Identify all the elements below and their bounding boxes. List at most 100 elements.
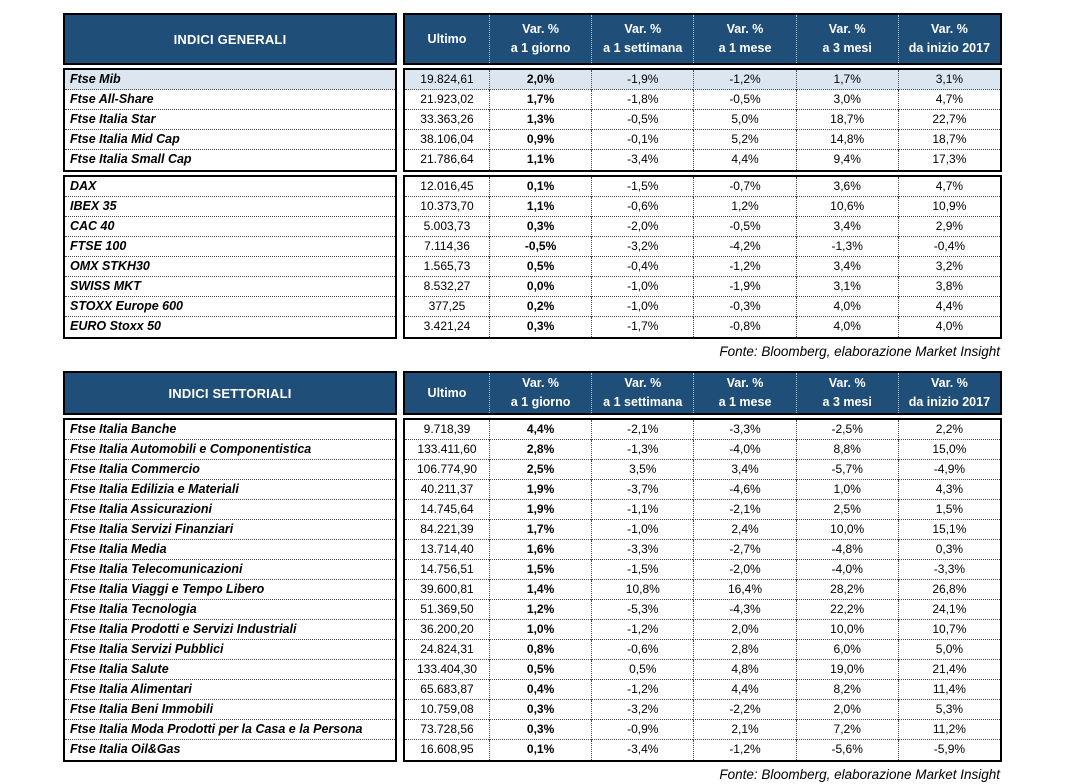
- column-header-sublabel: a 1 settimana: [603, 41, 683, 55]
- cell-var: 2,0%: [489, 70, 592, 90]
- numeric-column-headers: Ultimo Var. % a 1 giorno Var. % a 1 settim…: [403, 13, 1002, 65]
- cell-var: -5,9%: [897, 740, 1000, 760]
- cell-var: 21,4%: [897, 660, 1000, 680]
- cell-var: -3,3%: [693, 420, 796, 440]
- cell-var: -2,7%: [693, 540, 796, 560]
- cell-var: 2,5%: [489, 460, 592, 480]
- cell-var: 1,9%: [489, 500, 592, 520]
- cell-var: -4,2%: [693, 237, 796, 257]
- cell-ultimo: 39.600,81: [405, 580, 489, 600]
- cell-var: -3,4%: [591, 740, 693, 760]
- column-header-ultimo: Ultimo: [405, 15, 489, 63]
- cell-ultimo: 84.221,39: [405, 520, 489, 540]
- cell-var: 1,1%: [489, 197, 592, 217]
- table-block: Ftse Mib Ftse All-Share Ftse Italia Star Ft…: [63, 68, 1002, 172]
- cell-ultimo: 33.363,26: [405, 110, 489, 130]
- cell-var: 1,7%: [489, 90, 592, 110]
- cell-var: -1,2%: [693, 257, 796, 277]
- table-indici-settoriali: INDICI SETTORIALI Ultimo Var. % a 1 giorn…: [63, 371, 1002, 784]
- column-header-label: Var. %: [930, 376, 968, 391]
- table-title: INDICI SETTORIALI: [63, 371, 397, 415]
- cell-var: 0,3%: [897, 540, 1000, 560]
- cell-var: 1,3%: [489, 110, 592, 130]
- cell-var: 4,0%: [795, 297, 898, 317]
- column-header-label: Var. %: [624, 22, 662, 37]
- row-label: Ftse Italia Prodotti e Servizi Industria…: [65, 620, 395, 640]
- cell-var: 17,3%: [897, 150, 1000, 170]
- cell-var: 10,0%: [795, 620, 898, 640]
- cell-var: 3,0%: [795, 90, 898, 110]
- cell-ultimo: 24.824,31: [405, 640, 489, 660]
- cell-ultimo: 10.373,70: [405, 197, 489, 217]
- cell-var: 8,2%: [795, 680, 898, 700]
- numeric-column-headers: Ultimo Var. % a 1 giorno Var. % a 1 settim…: [403, 371, 1002, 415]
- values-grid: 19.824,61 2,0% -1,9% -1,2% 1,7% 3,1% 21.923,02…: [403, 68, 1002, 172]
- row-label: Ftse Italia Servizi Finanziari: [65, 520, 395, 540]
- cell-var: -1,1%: [591, 500, 694, 520]
- column-header-var-1-giorno: Var. % a 1 giorno: [489, 15, 591, 63]
- cell-var: 0,9%: [489, 130, 592, 150]
- cell-var: 3,4%: [795, 257, 898, 277]
- cell-var: 0,1%: [489, 740, 591, 760]
- cell-var: 26,8%: [897, 580, 1000, 600]
- cell-var: 22,2%: [795, 600, 898, 620]
- cell-var: -1,0%: [591, 277, 694, 297]
- cell-var: 6,0%: [795, 640, 898, 660]
- column-header-sublabel: a 1 giorno: [510, 395, 571, 409]
- cell-var: -2,0%: [693, 560, 796, 580]
- cell-var: -2,2%: [693, 700, 796, 720]
- row-label: Ftse Italia Viaggi e Tempo Libero: [65, 580, 395, 600]
- cell-var: 11,2%: [897, 720, 1000, 740]
- row-label: Ftse Mib: [65, 70, 395, 90]
- cell-var: 2,0%: [795, 700, 898, 720]
- row-label: CAC 40: [65, 217, 395, 237]
- cell-var: 1,9%: [489, 480, 592, 500]
- cell-var: 5,0%: [693, 110, 796, 130]
- cell-var: 0,3%: [489, 720, 592, 740]
- cell-ultimo: 16.608,95: [420, 742, 474, 756]
- cell-ultimo: 19.824,61: [405, 70, 489, 90]
- cell-var: 0,4%: [489, 680, 592, 700]
- column-header-label: Var. %: [828, 376, 866, 391]
- table-header-row: INDICI GENERALI Ultimo Var. % a 1 giorno …: [63, 13, 1002, 65]
- cell-var: 4,0%: [897, 317, 1000, 337]
- cell-var: -0,1%: [591, 130, 694, 150]
- column-header-sublabel: a 3 mesi: [822, 41, 872, 55]
- cell-var: -1,3%: [795, 237, 898, 257]
- cell-var: 1,4%: [489, 580, 592, 600]
- cell-var: 4,7%: [897, 177, 1000, 197]
- row-label: Ftse Italia Assicurazioni: [65, 500, 395, 520]
- cell-var: -0,7%: [693, 177, 796, 197]
- cell-var: 2,5%: [795, 500, 898, 520]
- cell-var: -2,0%: [591, 217, 694, 237]
- source-attribution: Fonte: Bloomberg, elaborazione Market In…: [719, 344, 1000, 359]
- column-header-var-3-mesi: Var. % a 3 mesi: [795, 373, 898, 413]
- cell-var: -5,7%: [795, 460, 898, 480]
- column-header-label: Var. %: [726, 22, 764, 37]
- row-label: Ftse Italia Beni Immobili: [65, 700, 395, 720]
- cell-var: -0,8%: [693, 317, 795, 337]
- cell-var: -1,0%: [591, 520, 694, 540]
- cell-var: 0,3%: [489, 317, 591, 337]
- column-header-label: Var. %: [828, 22, 866, 37]
- cell-var: -0,4%: [897, 237, 1000, 257]
- cell-var: -1,8%: [591, 90, 694, 110]
- cell-var: -1,9%: [591, 70, 694, 90]
- cell-ultimo: 36.200,20: [405, 620, 489, 640]
- cell-var: -3,2%: [591, 700, 694, 720]
- cell-ultimo: 13.714,40: [405, 540, 489, 560]
- cell-var: 0,5%: [591, 660, 694, 680]
- cell-var: 24,1%: [897, 600, 1000, 620]
- column-header-sublabel: a 1 settimana: [603, 395, 683, 409]
- cell-var: -0,9%: [591, 720, 694, 740]
- cell-var: -0,5%: [489, 237, 592, 257]
- row-label: Ftse Italia Banche: [65, 420, 395, 440]
- cell-var: -0,6%: [591, 197, 694, 217]
- cell-ultimo: 51.369,50: [405, 600, 489, 620]
- cell-var: 3,1%: [897, 70, 1000, 90]
- cell-ultimo: 133.404,30: [405, 660, 489, 680]
- cell-ultimo: 133.411,60: [405, 440, 489, 460]
- cell-var: 11,4%: [897, 680, 1000, 700]
- cell-var: -2,5%: [795, 420, 898, 440]
- column-header-label: Var. %: [522, 22, 560, 37]
